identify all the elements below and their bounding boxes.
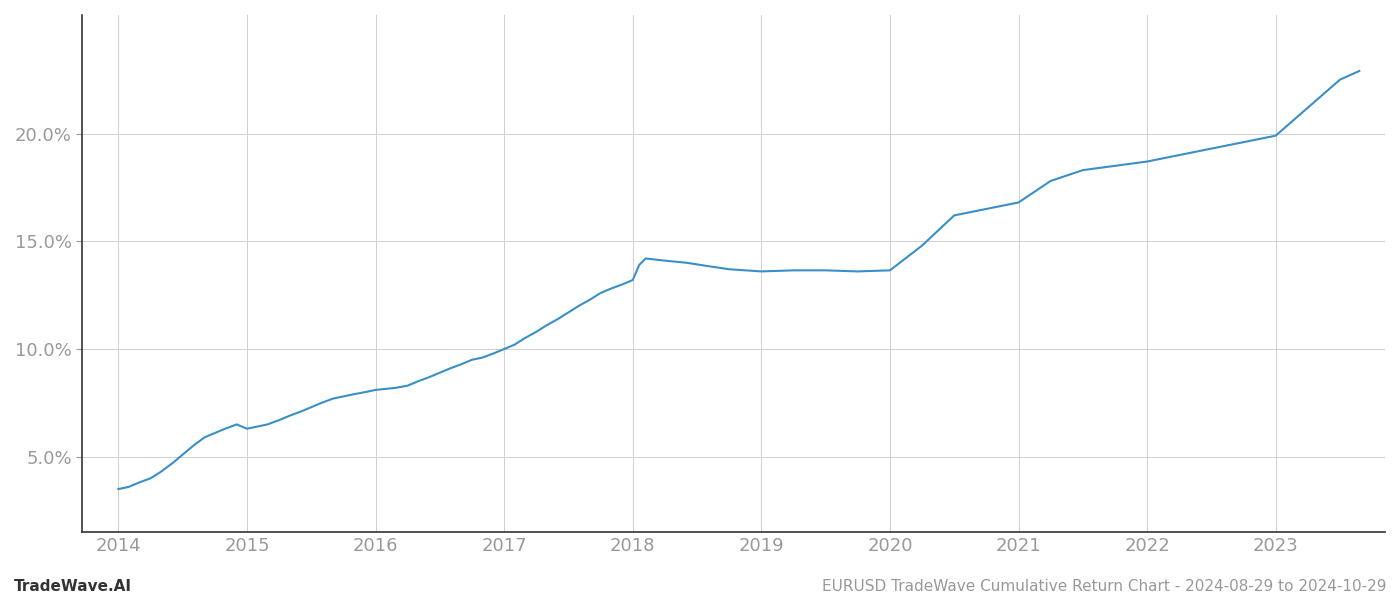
Text: TradeWave.AI: TradeWave.AI <box>14 579 132 594</box>
Text: EURUSD TradeWave Cumulative Return Chart - 2024-08-29 to 2024-10-29: EURUSD TradeWave Cumulative Return Chart… <box>822 579 1386 594</box>
